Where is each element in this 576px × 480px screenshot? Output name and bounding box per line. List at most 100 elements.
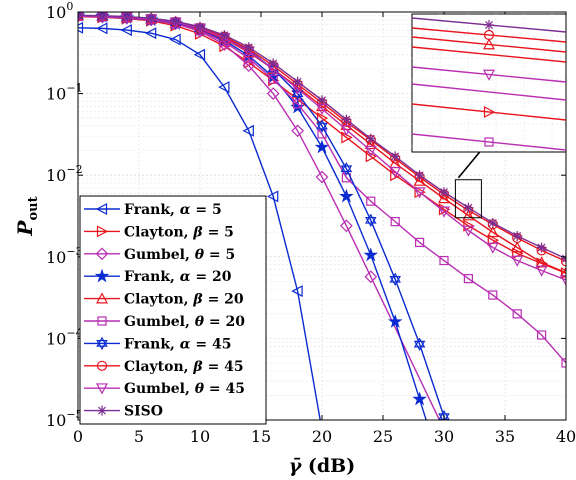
inset-series-line (412, 46, 566, 63)
data-point (390, 151, 401, 162)
data-point (317, 95, 327, 106)
inset-frame (411, 13, 567, 153)
data-point (242, 124, 254, 137)
data-point (536, 242, 547, 253)
data-point (462, 225, 475, 237)
data-point (218, 81, 230, 94)
data-point (341, 114, 352, 125)
data-point (487, 217, 498, 228)
data-point (561, 253, 566, 264)
data-point (415, 237, 425, 248)
data-point (413, 337, 426, 351)
legend-marker (95, 203, 108, 215)
data-point (511, 241, 524, 253)
inset-marker (484, 20, 494, 30)
x-tick-label: 5 (134, 427, 144, 446)
data-point (314, 139, 330, 154)
legend-marker (97, 405, 107, 416)
inset-series-line (412, 103, 566, 121)
data-point (511, 255, 524, 267)
data-point (486, 242, 499, 254)
legend-marker (95, 383, 109, 395)
data-point (170, 16, 181, 27)
data-point (365, 150, 378, 163)
legend-entry: Frank, α = 20 (84, 268, 232, 285)
legend-entry: Gumbel, θ = 45 (84, 381, 245, 397)
data-point (414, 186, 426, 199)
data-point (560, 256, 566, 267)
series-line (78, 15, 566, 274)
data-point (363, 247, 379, 262)
data-point (219, 30, 230, 41)
y-tick-label: 10−1 (46, 82, 83, 104)
legend-box (79, 195, 267, 425)
series-0 (78, 21, 321, 420)
legend-entry: Gumbel, θ = 20 (84, 314, 245, 330)
x-axis-symbol: γ̄ (289, 455, 303, 477)
inset-series-line (412, 83, 566, 101)
data-point (146, 13, 157, 24)
legend-label: Frank, α = 5 (124, 202, 222, 218)
legend-label: Frank, α = 45 (124, 336, 232, 352)
data-point (488, 290, 498, 300)
data-point (439, 187, 449, 198)
data-point (96, 22, 108, 35)
legend-label: Clayton, β = 45 (124, 359, 244, 375)
x-tick-label: 30 (434, 427, 454, 446)
series-line (78, 15, 566, 281)
data-point (366, 196, 376, 206)
legend-label: Gumbel, θ = 5 (124, 247, 235, 263)
data-point (414, 170, 425, 181)
legend-marker (96, 336, 108, 351)
data-point (535, 265, 548, 277)
series-9 (78, 12, 566, 264)
series-layer (78, 12, 566, 420)
data-point (512, 230, 523, 241)
data-point (268, 58, 279, 69)
inset-marker (484, 137, 494, 147)
data-point (560, 267, 566, 280)
data-point (266, 190, 279, 203)
y-tick-label: 10−4 (46, 326, 83, 348)
data-point (339, 188, 354, 203)
legend-marker (96, 360, 108, 371)
data-point (291, 124, 304, 138)
axis-ticks: 0 5 10 15 20 25 30 35 40 100 10−1 10−2 10−3 10−4 10−5 (46, 0, 576, 446)
legend: Frank, α = 5 Clayton, β = 5 Gumbel, θ = 5 F… (79, 195, 267, 425)
legend-label: Clayton, β = 20 (124, 292, 244, 308)
x-tick-label: 15 (251, 427, 271, 446)
x-axis-unit: (dB) (301, 455, 355, 477)
data-point (195, 21, 205, 32)
data-point (78, 21, 84, 34)
x-tick-label: 20 (312, 427, 332, 446)
x-tick-label: 10 (190, 427, 210, 446)
data-point (413, 187, 426, 199)
data-point (536, 330, 547, 340)
y-tick-label: 10−3 (46, 245, 83, 267)
data-point (412, 391, 427, 406)
data-point (315, 170, 329, 184)
y-tick-label: 10−2 (46, 163, 83, 185)
inset-series-line (412, 133, 566, 151)
data-point (437, 206, 451, 218)
data-point (389, 272, 401, 287)
data-point (242, 59, 256, 73)
x-tick-label: 25 (373, 427, 393, 446)
data-point (365, 133, 376, 144)
data-point (97, 12, 108, 21)
zoom-rect (454, 179, 482, 219)
inset-series-line (412, 27, 566, 43)
legend-entry: Gumbel, θ = 5 (84, 247, 235, 263)
data-point (120, 24, 132, 37)
legend-marker (95, 247, 109, 261)
data-point (291, 86, 304, 101)
legend-entry: Clayton, β = 5 (84, 224, 234, 240)
data-point (463, 202, 474, 213)
legend-entry: SISO (84, 404, 163, 420)
x-tick-label: 0 (73, 427, 83, 446)
inset-series-line (412, 36, 566, 53)
y-tick-label: 10−5 (46, 408, 83, 430)
legend-marker (97, 316, 107, 326)
series-line (78, 15, 566, 364)
